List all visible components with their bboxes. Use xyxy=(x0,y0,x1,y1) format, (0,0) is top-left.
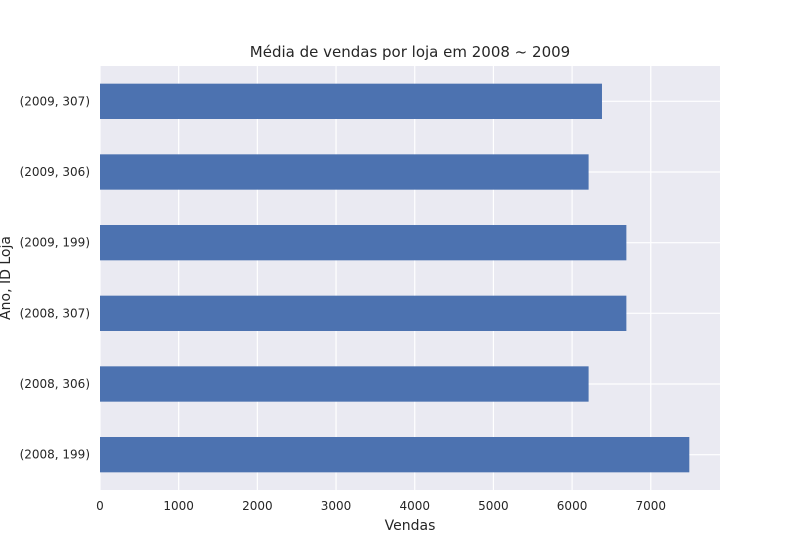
x-tick-label: 5000 xyxy=(478,499,509,513)
x-axis-ticks: 0 1000 2000 3000 4000 5000 6000 7000 xyxy=(96,499,666,513)
x-tick-label: 2000 xyxy=(242,499,273,513)
y-axis-ticks: (2008, 199) (2008, 306) (2008, 307) (2009, … xyxy=(20,94,90,461)
y-tick-label: (2009, 307) xyxy=(20,94,90,108)
bar xyxy=(100,83,602,119)
x-tick-label: 0 xyxy=(96,499,104,513)
x-axis-label: Vendas xyxy=(385,518,436,534)
bar xyxy=(100,366,589,402)
y-tick-label: (2008, 307) xyxy=(20,306,90,320)
bar xyxy=(100,225,627,261)
bars xyxy=(100,83,690,473)
y-tick-label: (2009, 199) xyxy=(20,236,90,250)
x-tick-label: 6000 xyxy=(557,499,588,513)
y-axis-label: Ano, ID Loja xyxy=(0,236,14,320)
chart-title: Média de vendas por loja em 2008 ~ 2009 xyxy=(250,43,570,61)
x-tick-label: 4000 xyxy=(399,499,430,513)
y-tick-label: (2008, 199) xyxy=(20,448,90,462)
plot-area xyxy=(100,66,720,490)
x-tick-label: 7000 xyxy=(635,499,666,513)
x-tick-label: 1000 xyxy=(163,499,194,513)
y-tick-label: (2009, 306) xyxy=(20,165,90,179)
bar xyxy=(100,295,627,331)
x-tick-label: 3000 xyxy=(321,499,352,513)
bar xyxy=(100,154,589,190)
y-tick-label: (2008, 306) xyxy=(20,377,90,391)
bar xyxy=(100,437,690,473)
